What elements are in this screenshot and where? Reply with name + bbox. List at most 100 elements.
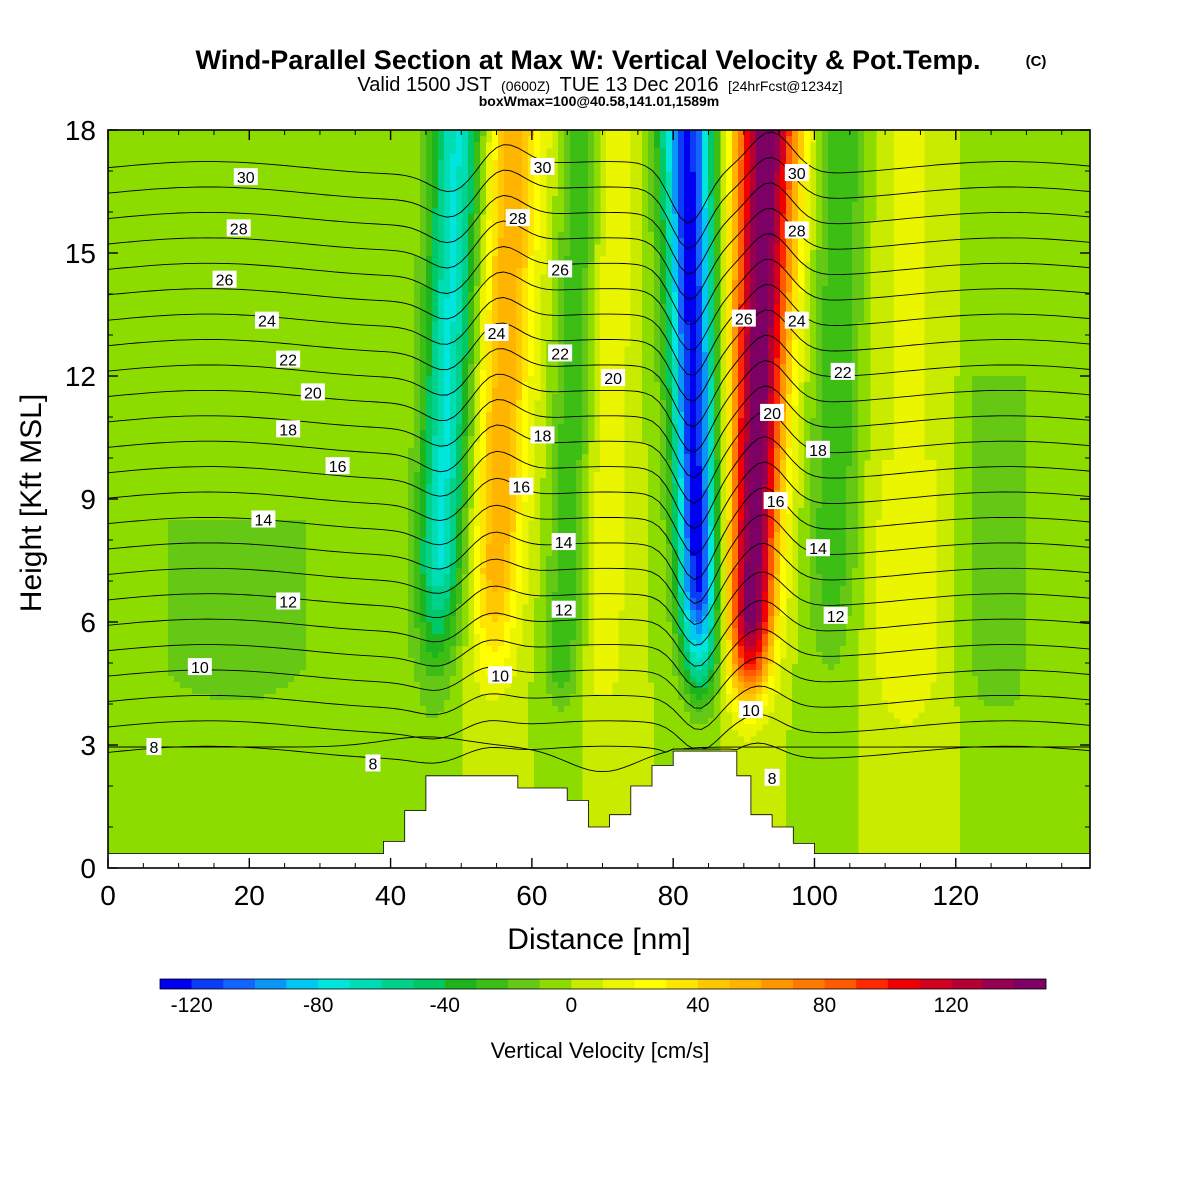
isentrope-line <box>108 233 1090 325</box>
chart-title: Wind-Parallel Section at Max W: Vertical… <box>196 45 981 75</box>
isentrope-line <box>108 714 1090 750</box>
isentrope-line <box>108 385 1090 479</box>
isentrope-label: 14 <box>551 533 576 552</box>
y-tick-label: 12 <box>65 361 96 392</box>
x-tick-label: 0 <box>100 880 116 911</box>
x-tick-label: 120 <box>932 880 979 911</box>
x-tick-label: 60 <box>516 880 547 911</box>
contour-labels: 30 28 26 24 22 20 18 16 14 12 10 8 8 30 28 26 24 22 20 18 16… <box>146 157 855 788</box>
colorbar-swatch <box>476 979 509 989</box>
colorbar-swatch <box>349 979 382 989</box>
isentrope-line <box>108 360 1090 453</box>
isentrope-label: 20 <box>760 403 785 423</box>
isentrope-label: 22 <box>830 362 855 382</box>
isentrope-line <box>108 657 1090 709</box>
isentrope-line <box>108 542 1090 626</box>
colorbar-swatch <box>603 979 635 989</box>
colorbar-swatch <box>318 979 351 989</box>
isentrope-label: 26 <box>212 270 237 290</box>
terrain-mask <box>108 750 1090 868</box>
isentrope-line <box>108 742 1090 764</box>
isentrope-label: 18 <box>530 426 555 445</box>
isentrope-label: 24 <box>254 311 279 331</box>
isentrope-line <box>108 410 1090 504</box>
subtitle-date: TUE 13 Dec 2016 <box>560 74 719 96</box>
isentrope-label: 8 <box>365 754 381 773</box>
isentrope-label: 8 <box>146 738 162 757</box>
isentrope-label: 12 <box>276 592 301 612</box>
isentrope-line <box>108 600 1090 667</box>
isentrope-label: 30 <box>784 164 809 183</box>
plot-area: 30 28 26 24 22 20 18 16 14 12 10 8 8 30 28 26 24 22 20 18 16… <box>108 130 1090 868</box>
isentrope-line <box>108 157 1090 250</box>
isentrope-line <box>108 461 1090 555</box>
isentrope-label: 26 <box>548 260 573 279</box>
colorbar-swatch <box>919 979 952 989</box>
chart-title-mark: (C) <box>1026 53 1047 70</box>
isentrope-line <box>108 182 1090 275</box>
isentrope-line <box>108 131 1090 224</box>
isentrope-label: 26 <box>731 309 756 329</box>
isentrope-label: 18 <box>276 420 301 439</box>
colorbar-tick-label: 120 <box>934 994 969 1017</box>
isentrope-label: 28 <box>784 221 809 240</box>
colorbar-swatch <box>254 979 287 989</box>
isentrope-label: 28 <box>226 219 251 238</box>
colorbar-swatch <box>951 979 984 989</box>
isentrope-label: 10 <box>488 666 513 685</box>
y-tick-label: 0 <box>80 853 96 884</box>
isentrope-label: 14 <box>806 539 831 558</box>
subtitle-valid: Valid 1500 JST <box>357 74 491 96</box>
subtitle-utc: (0600Z) <box>501 78 550 94</box>
y-axis-label: Height [Kft MSL] <box>15 394 48 612</box>
colorbar-swatch <box>191 979 224 989</box>
potential-temperature-contours <box>108 131 1090 773</box>
isentrope-label: 20 <box>300 383 325 402</box>
isentrope-line <box>108 736 1090 773</box>
isentrope-line <box>108 258 1090 350</box>
isentrope-label: 22 <box>548 344 573 363</box>
isentrope-label: 12 <box>551 600 576 620</box>
colorbar-swatch <box>982 979 1015 989</box>
colorbar-swatch <box>824 979 857 989</box>
isentrope-label: 30 <box>530 157 555 177</box>
y-tick-label: 18 <box>65 115 96 146</box>
isentrope-label: 24 <box>484 323 509 343</box>
box-wmax-label: boxWmax=100@40.58,141.01,1589m <box>479 93 720 109</box>
colorbar-swatch <box>539 979 572 989</box>
colorbar-label: Vertical Velocity [cm/s] <box>491 1038 710 1063</box>
colorbar-swatch <box>856 979 889 989</box>
x-tick-label: 80 <box>658 880 689 911</box>
colorbar-swatch <box>666 979 699 989</box>
isentrope-label: 14 <box>251 510 276 530</box>
x-tick-label: 40 <box>375 880 406 911</box>
isentrope-label: 16 <box>325 457 350 476</box>
colorbar-swatch <box>1014 979 1047 989</box>
colorbar-swatch <box>634 979 667 989</box>
colorbar-swatch <box>697 979 730 989</box>
isentrope-line <box>108 436 1090 530</box>
isentrope-line <box>108 571 1090 646</box>
isentrope-label: 22 <box>276 350 301 370</box>
isentrope-label: 30 <box>233 168 258 187</box>
colorbar-tick-label: -80 <box>303 994 333 1017</box>
x-tick-label: 20 <box>234 880 265 911</box>
isentrope-label: 10 <box>187 658 212 677</box>
isentrope-line <box>108 309 1090 402</box>
isentrope-line <box>108 334 1090 428</box>
isentrope-line <box>108 514 1090 605</box>
x-tick-label: 100 <box>791 880 838 911</box>
colorbar-tick-label: 80 <box>813 994 836 1017</box>
isentrope-line <box>108 685 1090 730</box>
colorbar-swatch <box>286 979 319 989</box>
y-tick-label: 9 <box>80 484 96 515</box>
colorbar: -120 -80 -40 0 40 80 120 <box>159 978 1047 1017</box>
colorbar-swatch <box>160 979 192 989</box>
x-axis-label: Distance [nm] <box>507 923 690 956</box>
isentrope-label: 24 <box>784 311 809 331</box>
colorbar-tick-label: -40 <box>430 994 460 1017</box>
x-axis: 0 20 40 60 80 100 120 <box>100 130 1063 911</box>
vertical-velocity-field <box>108 130 1090 868</box>
colorbar-swatch <box>571 979 604 989</box>
